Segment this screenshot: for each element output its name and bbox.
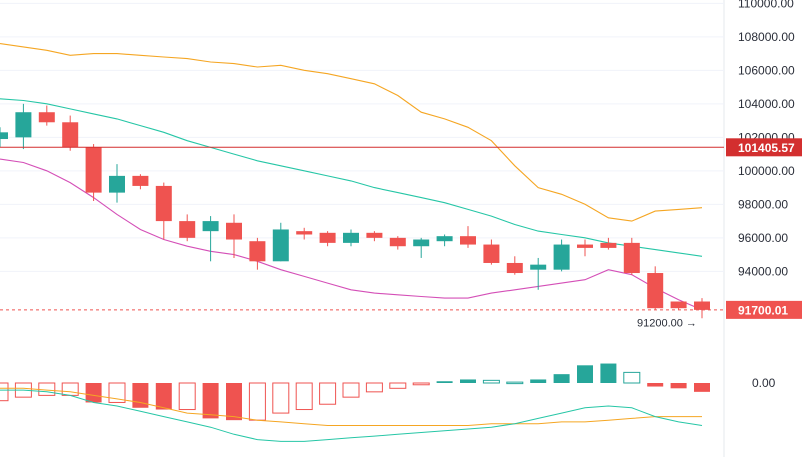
histogram-bar bbox=[647, 383, 664, 387]
histogram-bar bbox=[623, 371, 641, 384]
macd-line bbox=[0, 389, 703, 442]
histogram-bar bbox=[482, 379, 500, 384]
histogram-bar bbox=[577, 365, 593, 383]
y-tick-label: 98000.00 bbox=[738, 197, 788, 211]
histogram-bar bbox=[530, 379, 547, 383]
candles bbox=[0, 103, 710, 319]
y-tick-label: 94000.00 bbox=[738, 264, 788, 278]
candle-body bbox=[296, 231, 313, 235]
price-tag bbox=[726, 138, 802, 157]
y-tick-label: 96000.00 bbox=[738, 231, 788, 245]
histogram-bar bbox=[108, 382, 126, 403]
histogram-bar bbox=[0, 382, 9, 402]
candle-body bbox=[413, 239, 430, 247]
candle-body bbox=[272, 229, 289, 262]
histogram-bar bbox=[226, 383, 242, 421]
candle-body bbox=[109, 175, 125, 193]
histogram-bar bbox=[670, 383, 687, 389]
candle-body bbox=[179, 221, 196, 238]
candle-body bbox=[85, 147, 102, 193]
histogram-bar bbox=[694, 383, 710, 392]
candle-body bbox=[343, 232, 359, 243]
candle-body bbox=[483, 244, 500, 263]
low-price-marker: 91200.00 → bbox=[637, 317, 697, 329]
middle-band-line bbox=[0, 98, 703, 257]
histogram-bar bbox=[155, 383, 172, 410]
lower-band-line bbox=[0, 158, 703, 311]
y-tick-label: 104000.00 bbox=[738, 97, 795, 111]
y-tick-label: 106000.00 bbox=[738, 63, 795, 77]
candle-body bbox=[577, 244, 593, 248]
candle-body bbox=[389, 237, 406, 247]
histogram-bar bbox=[412, 382, 430, 386]
histogram-bar bbox=[178, 382, 196, 411]
candle-body bbox=[530, 264, 547, 270]
histogram-bar bbox=[365, 382, 383, 393]
upper-band-line bbox=[0, 43, 703, 222]
candle-body bbox=[694, 301, 710, 310]
histogram-bar bbox=[506, 381, 524, 385]
price-tag bbox=[726, 300, 802, 319]
candle-body bbox=[506, 262, 523, 274]
candle-body bbox=[460, 236, 476, 245]
y-tick-label: 108000.00 bbox=[738, 30, 795, 44]
price-tag-label: 91700.01 bbox=[738, 303, 788, 317]
histogram-bar bbox=[202, 383, 219, 419]
candle-body bbox=[226, 222, 242, 240]
candle-body bbox=[670, 301, 687, 309]
candle-body bbox=[62, 122, 79, 148]
candle-body bbox=[623, 242, 640, 274]
price-tags: 101405.57 91700.01 bbox=[726, 138, 802, 319]
histogram-bar bbox=[85, 383, 102, 403]
band-overlays bbox=[0, 43, 703, 311]
candle-body bbox=[647, 273, 664, 309]
histogram-bar bbox=[600, 363, 617, 383]
candle-body bbox=[38, 112, 55, 123]
oscillator-panel: 0.00 bbox=[0, 363, 776, 442]
histogram-bar bbox=[248, 382, 266, 421]
histogram-bar bbox=[436, 381, 453, 383]
histogram-bar bbox=[319, 382, 337, 405]
histogram-bar bbox=[389, 382, 407, 389]
candle-body bbox=[132, 175, 149, 186]
candle-body bbox=[319, 232, 336, 243]
candle-body bbox=[0, 132, 8, 140]
histogram-bar bbox=[272, 382, 290, 414]
price-lines: 91200.00 → bbox=[0, 146, 724, 329]
candle-body bbox=[600, 242, 617, 248]
candle-body bbox=[15, 112, 32, 138]
candle-body bbox=[155, 185, 172, 222]
candle-body bbox=[249, 241, 266, 262]
price-axis[interactable]: 110000.00108000.00106000.00104000.001020… bbox=[738, 0, 795, 278]
y-tick-label: 100000.00 bbox=[738, 164, 795, 178]
candle-body bbox=[202, 221, 219, 232]
histogram-bar bbox=[342, 382, 360, 398]
candle-body bbox=[436, 236, 453, 242]
histogram-bar bbox=[553, 374, 570, 383]
oscillator-zero-label: 0.00 bbox=[752, 376, 776, 390]
candle-body bbox=[553, 244, 570, 270]
candle-body bbox=[366, 232, 383, 238]
histogram-bar bbox=[61, 382, 79, 396]
histogram-bar bbox=[460, 379, 476, 383]
price-tag-label: 101405.57 bbox=[738, 141, 795, 155]
histogram-bar bbox=[295, 382, 313, 411]
y-tick-label: 110000.00 bbox=[738, 0, 794, 10]
signal-line bbox=[0, 387, 702, 426]
